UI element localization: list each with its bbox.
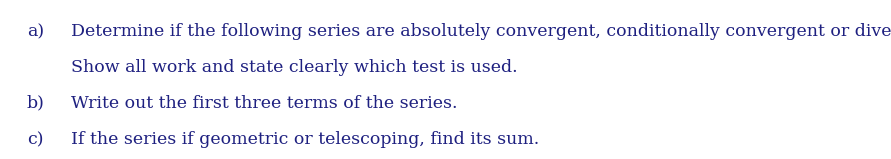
Text: c): c) — [27, 131, 44, 148]
Text: Write out the first three terms of the series.: Write out the first three terms of the s… — [71, 95, 458, 112]
Text: a): a) — [27, 23, 44, 40]
Text: Determine if the following series are absolutely convergent, conditionally conve: Determine if the following series are ab… — [71, 23, 891, 40]
Text: b): b) — [27, 95, 45, 112]
Text: Show all work and state clearly which test is used.: Show all work and state clearly which te… — [71, 59, 518, 76]
Text: If the series if geometric or telescoping, find its sum.: If the series if geometric or telescopin… — [71, 131, 540, 148]
